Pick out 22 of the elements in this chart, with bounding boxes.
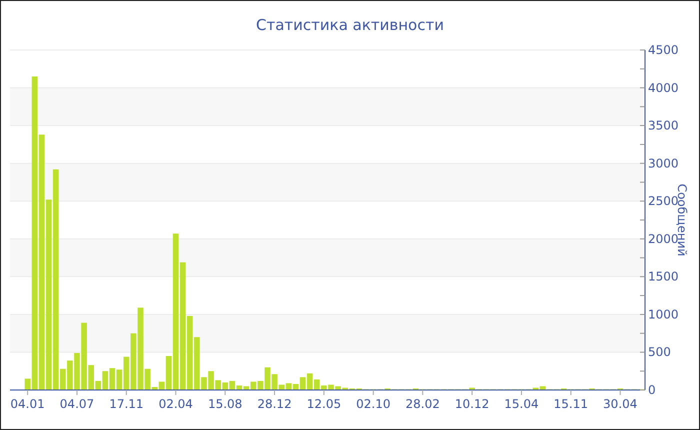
- x-tick-label: 10.12: [454, 397, 490, 411]
- y-tick-label: 4500: [648, 43, 679, 57]
- x-tick-label: 15.08: [208, 397, 242, 411]
- y-tick-label: 3500: [648, 118, 679, 133]
- x-tick-label: 15.04: [504, 397, 539, 411]
- y-tick-label: 4000: [648, 80, 679, 95]
- x-tick-label: 28.02: [406, 397, 440, 411]
- x-tick-label: 17.11: [109, 397, 144, 411]
- x-tick-label: 12.05: [306, 397, 342, 411]
- y-tick-label: 500: [648, 345, 671, 360]
- y-tick-label: 3000: [648, 156, 679, 170]
- x-tick-label: 28.12: [257, 397, 292, 411]
- x-tick-label: 30.04: [603, 397, 638, 411]
- x-tick-label: 15.11: [554, 397, 588, 411]
- y-tick-label: 0: [648, 383, 656, 397]
- y-tick-label: 1500: [648, 270, 679, 284]
- x-tick-label: 04.01: [10, 397, 45, 411]
- x-tick-label: 04.07: [60, 397, 94, 411]
- x-tick-label: 02.04: [158, 397, 193, 411]
- chart-title: Статистика активности: [256, 16, 444, 34]
- x-tick-label: 02.10: [356, 397, 390, 411]
- y-tick-label: 1000: [648, 307, 679, 322]
